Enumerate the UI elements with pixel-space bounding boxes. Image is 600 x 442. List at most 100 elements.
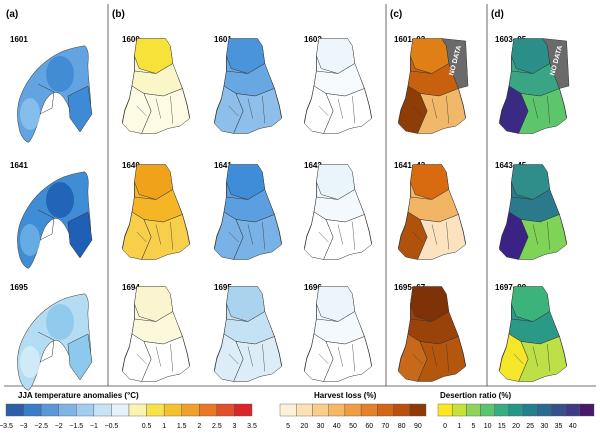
legend-tick: 10 xyxy=(484,423,492,430)
legend-tick: 40 xyxy=(333,423,341,430)
map-b-1694: 1694 xyxy=(121,283,191,382)
map-year-label: 1602 xyxy=(304,35,322,44)
legend-tick: 2 xyxy=(197,423,201,430)
map-b-1641: 1641 xyxy=(213,161,283,260)
legend-2: Desertion ratio (%)0 1 5 10 15 20 25 30 35 40 xyxy=(437,391,595,430)
legend-swatch xyxy=(466,403,481,417)
legend-tick: 35 xyxy=(555,423,563,430)
map-d-1697–99: 1697–99 xyxy=(495,283,568,382)
map-year-label: 1640 xyxy=(122,161,140,170)
map-b-1601: 1601 xyxy=(213,35,283,134)
legend-swatch xyxy=(565,403,581,417)
legend-swatch xyxy=(279,403,297,417)
map-year-label: 1601 xyxy=(214,35,232,44)
legend-tick: 25 xyxy=(526,423,534,430)
panel-label-c: (c) xyxy=(390,9,402,20)
map-b-1640: 1640 xyxy=(121,161,191,260)
legend-tick: −2 xyxy=(55,423,63,430)
map-b-1696: 1696 xyxy=(303,283,373,382)
legend-swatch xyxy=(128,403,147,417)
legend-swatch xyxy=(58,403,77,417)
legend-swatch xyxy=(5,403,24,417)
legend-tick: 20 xyxy=(512,423,520,430)
legend-tick: 3.5 xyxy=(247,423,257,430)
legend-tick: 2.5 xyxy=(212,423,222,430)
map-b-1602: 1602 xyxy=(303,35,373,134)
legend-swatch xyxy=(409,403,427,417)
legend-tick: 5 xyxy=(286,423,290,430)
map-grid: 1601 1641 1695 1600 1601 1602 1640 1641 1642 1694… xyxy=(10,35,570,391)
legend-swatch xyxy=(494,403,510,417)
map-b-1600: 1600 xyxy=(121,35,191,134)
no-data-area xyxy=(542,38,570,89)
legend-tick: 80 xyxy=(398,423,406,430)
map-year-label: 1643–45 xyxy=(495,161,527,170)
legend-swatch xyxy=(296,403,313,417)
legend-swatch xyxy=(328,403,346,417)
legend-tick: 1 xyxy=(457,423,461,430)
legend-swatch xyxy=(23,403,42,417)
panel-frames xyxy=(4,4,596,387)
legend-1: Harvest loss (%) 5 20 30 40 50 60 70 80 90 xyxy=(279,391,427,430)
map-year-label: 1695–67 xyxy=(394,283,426,292)
legend-swatch xyxy=(216,403,235,417)
legend-swatch xyxy=(451,403,467,417)
legend-tick: 1.5 xyxy=(177,423,187,430)
legend-swatch xyxy=(551,403,566,417)
legend-swatch xyxy=(234,403,253,417)
map-d-1643–45: 1643–45 xyxy=(495,161,568,260)
legend-tick: 3 xyxy=(232,423,236,430)
legend-swatch xyxy=(579,403,595,417)
legend-tick: −1 xyxy=(90,423,98,430)
map-a-1641: 1641 xyxy=(10,161,93,269)
map-year-label: 1641–43 xyxy=(394,161,426,170)
map-a-1695: 1695 xyxy=(10,283,93,391)
legend-title: Harvest loss (%) xyxy=(314,391,377,400)
no-data-area xyxy=(441,38,469,89)
map-year-label: 1600 xyxy=(122,35,140,44)
legend-swatch xyxy=(344,403,362,417)
legend-tick: 90 xyxy=(414,423,422,430)
legend-swatch xyxy=(146,403,165,417)
legend-swatch xyxy=(40,403,59,417)
legend-tick: 60 xyxy=(365,423,373,430)
map-year-label: 1601–03 xyxy=(394,35,426,44)
legend-0: JJA temperature anomalies (°C) −3.5 −3 −2.5… xyxy=(0,391,257,430)
legend-swatch xyxy=(480,403,495,417)
legend-swatch xyxy=(93,403,112,417)
map-year-label: 1696 xyxy=(304,283,322,292)
legend-tick: 15 xyxy=(498,423,506,430)
legend-swatch xyxy=(360,403,378,417)
legend-tick: 70 xyxy=(382,423,390,430)
map-a-1601: 1601 xyxy=(10,35,93,143)
legend-tick: 1 xyxy=(162,423,166,430)
legend-title: Desertion ratio (%) xyxy=(440,391,511,400)
legend-swatch xyxy=(522,403,538,417)
map-year-label: 1641 xyxy=(214,161,232,170)
legend-title: JJA temperature anomalies (°C) xyxy=(18,391,139,400)
legend-area: JJA temperature anomalies (°C) −3.5 −3 −2.5… xyxy=(0,391,595,430)
map-year-label: 1694 xyxy=(122,283,140,292)
legend-tick: 50 xyxy=(349,423,357,430)
legend-tick: −0.5 xyxy=(105,423,119,430)
legend-tick: −1.5 xyxy=(69,423,83,430)
legend-swatch xyxy=(312,403,329,417)
legend-tick: 40 xyxy=(569,423,577,430)
panel-label-a: (a) xyxy=(6,9,18,20)
map-year-label: 1695 xyxy=(10,283,28,292)
legend-swatch xyxy=(537,403,552,417)
map-year-label: 1695 xyxy=(214,283,232,292)
map-c-1695–67: 1695–67 xyxy=(394,283,467,382)
panel-label-d: (d) xyxy=(491,9,504,20)
legend-tick: 0 xyxy=(443,423,447,430)
legend-tick: 5 xyxy=(472,423,476,430)
legend-swatch xyxy=(181,403,200,417)
legend-swatch xyxy=(437,403,453,417)
map-b-1642: 1642 xyxy=(303,161,373,260)
map-b-1695: 1695 xyxy=(213,283,283,382)
map-year-label: 1601 xyxy=(10,35,28,44)
legend-swatch xyxy=(163,403,182,417)
